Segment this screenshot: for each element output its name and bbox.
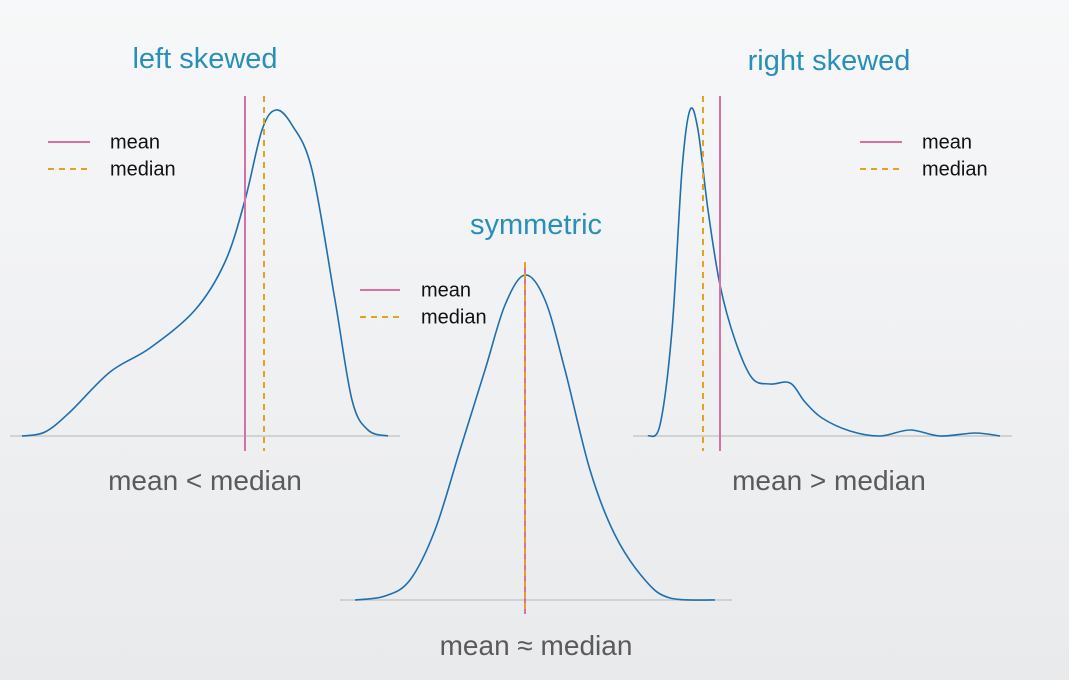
legend-label: median [922, 158, 988, 180]
caption: mean ≈ median [440, 630, 633, 661]
legend-label: mean [421, 279, 471, 301]
legend-label: median [421, 306, 487, 328]
right-panel: right skewed mean median mean > median [633, 45, 1012, 496]
legend-label: mean [922, 131, 972, 153]
panel-title: symmetric [470, 209, 602, 241]
density-curve [21, 109, 389, 437]
center-panel: symmetric mean median mean ≈ median [340, 209, 732, 661]
legend-label: mean [110, 131, 160, 153]
caption: mean > median [732, 465, 926, 496]
caption: mean < median [108, 465, 302, 496]
panel-title: left skewed [132, 43, 277, 75]
left-panel: left skewed mean median mean < median [10, 43, 400, 496]
legend-label: median [110, 158, 176, 180]
panel-title: right skewed [748, 45, 911, 77]
density-curve [647, 107, 1001, 438]
